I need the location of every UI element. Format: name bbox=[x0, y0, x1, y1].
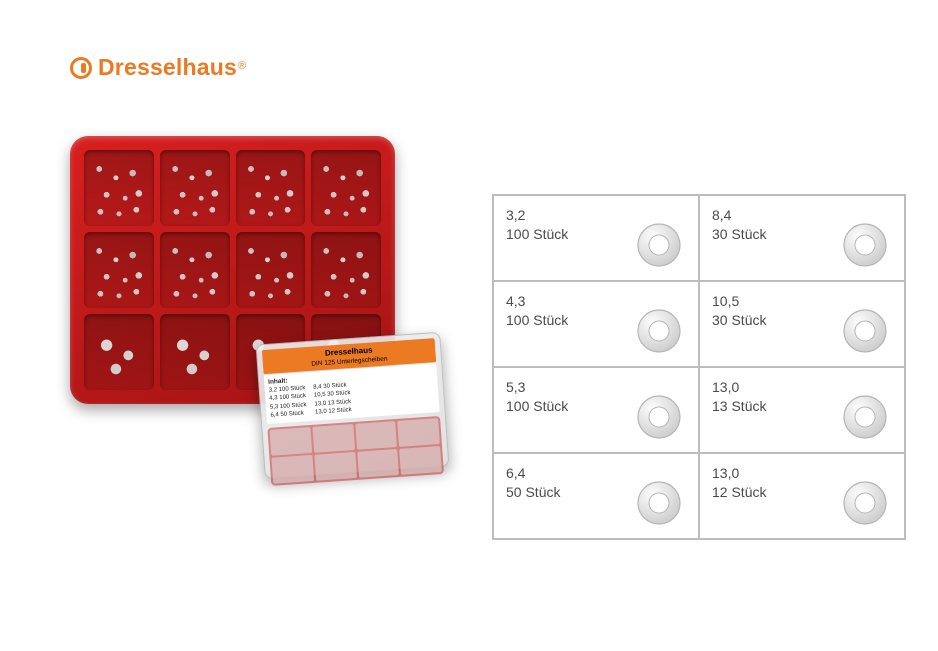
clearbox-col-left: 3,2 100 Stück 4,3 100 Stück 5,3 100 Stüc… bbox=[268, 384, 307, 420]
spec-cell: 13,0 13 Stück bbox=[699, 367, 905, 453]
washer-icon bbox=[636, 480, 682, 526]
washer-icon bbox=[842, 394, 888, 440]
clearbox-title: DIN 125 Unterlegscheiben bbox=[311, 355, 388, 367]
spec-cell: 6,4 50 Stück bbox=[493, 453, 699, 539]
small-clear-box: Dresselhaus DIN 125 Unterlegscheiben Inh… bbox=[256, 332, 450, 480]
clearbox-col-right: 8,4 30 Stück 10,5 30 Stück 13,0 13 Stück… bbox=[313, 381, 352, 417]
compartment bbox=[84, 314, 154, 390]
logo-mark-icon bbox=[70, 57, 92, 79]
product-image: Dresselhaus DIN 125 Unterlegscheiben Inh… bbox=[60, 128, 450, 458]
compartment bbox=[311, 150, 381, 226]
washer-icon bbox=[842, 222, 888, 268]
compartment bbox=[236, 232, 306, 308]
spec-cell: 8,4 30 Stück bbox=[699, 195, 905, 281]
compartment bbox=[160, 232, 230, 308]
clearbox-line: 6,4 50 Stück bbox=[270, 409, 307, 420]
table-row: 4,3 100 Stück 10,5 30 Stück bbox=[493, 281, 905, 367]
spec-cell: 3,2 100 Stück bbox=[493, 195, 699, 281]
logo-text: Dresselhaus® bbox=[98, 54, 246, 81]
compartment bbox=[160, 150, 230, 226]
brand-logo: Dresselhaus® bbox=[70, 54, 246, 81]
clearbox-compartments bbox=[267, 416, 444, 486]
washer-icon bbox=[842, 308, 888, 354]
spec-cell: 5,3 100 Stück bbox=[493, 367, 699, 453]
spec-cell: 4,3 100 Stück bbox=[493, 281, 699, 367]
compartment bbox=[236, 150, 306, 226]
table-row: 5,3 100 Stück 13,0 13 Stück bbox=[493, 367, 905, 453]
washer-icon bbox=[636, 222, 682, 268]
table-row: 6,4 50 Stück 13,0 12 Stück bbox=[493, 453, 905, 539]
washer-icon bbox=[636, 308, 682, 354]
table-row: 3,2 100 Stück 8,4 30 Stück bbox=[493, 195, 905, 281]
compartment bbox=[311, 232, 381, 308]
washer-icon bbox=[842, 480, 888, 526]
clearbox-line: 13,0 12 Stück bbox=[315, 406, 352, 417]
spec-cell: 10,5 30 Stück bbox=[699, 281, 905, 367]
compartment bbox=[84, 150, 154, 226]
registered-symbol: ® bbox=[238, 60, 246, 72]
compartment bbox=[160, 314, 230, 390]
spec-table: 3,2 100 Stück 8,4 30 Stück 4,3 100 Stück… bbox=[492, 194, 906, 540]
compartment bbox=[84, 232, 154, 308]
brand-name: Dresselhaus bbox=[98, 54, 237, 80]
spec-cell: 13,0 12 Stück bbox=[699, 453, 905, 539]
washer-icon bbox=[636, 394, 682, 440]
